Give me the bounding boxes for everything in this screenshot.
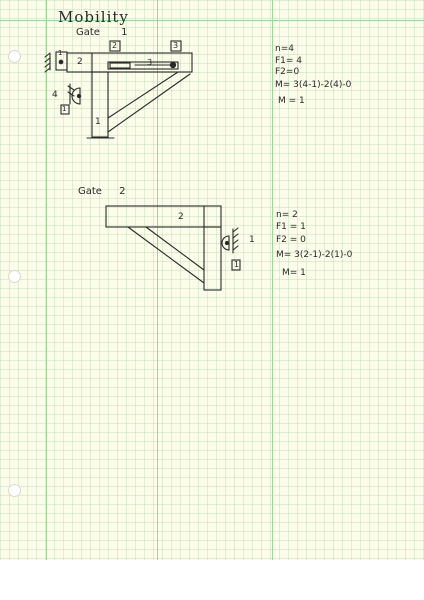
margin-line-center — [157, 0, 158, 560]
gate1-mechanism-sketch — [44, 40, 193, 139]
gate2-eq-m-formula: M= 3(2-1)-2(1)-0 — [276, 250, 353, 260]
page-bottom-margin — [0, 560, 424, 600]
margin-line-right — [272, 0, 273, 560]
gate1-heading: Gate 1 — [76, 27, 128, 38]
gate1-eq-f2: F2=0 — [275, 67, 300, 77]
gate1-eq-m-formula: M= 3(4-1)-2(4)-0 — [275, 80, 352, 90]
header-line — [0, 20, 424, 21]
binder-hole-bottom — [8, 484, 21, 497]
notebook-page: Mobility Gate 1 — [0, 0, 424, 560]
gate2-eq-f2: F2 = 0 — [276, 235, 306, 245]
gate2-heading-word: Gate — [78, 186, 102, 197]
gate1-box-label-2: 2 — [112, 41, 118, 50]
gate1-label-link3-slider: 3 — [147, 58, 153, 67]
page-title: Mobility — [58, 8, 129, 26]
gate2-eq-n: n= 2 — [276, 210, 298, 220]
gate2-heading: Gate 2 — [78, 186, 126, 197]
gate1-box-label-3: 3 — [173, 41, 179, 50]
gate2-mechanism-sketch — [105, 205, 241, 291]
gate2-label-link2: 2 — [178, 212, 184, 222]
gate1-eq-n: n=4 — [275, 44, 294, 54]
gate1-label-joint4: 4 — [52, 90, 58, 100]
binder-hole-top — [8, 50, 21, 63]
gate2-heading-number: 2 — [119, 186, 126, 197]
gate2-box-label-1: 1 — [234, 260, 240, 269]
binder-hole-middle — [8, 270, 21, 283]
gate1-label-link1-small: 1 — [58, 49, 63, 57]
gate1-heading-word: Gate — [76, 27, 100, 38]
gate2-eq-m-result: M= 1 — [282, 268, 306, 278]
gate1-eq-m-result: M = 1 — [278, 96, 305, 106]
gate2-eq-f1: F1 = 1 — [276, 222, 306, 232]
gate2-label-ground: 1 — [249, 235, 255, 245]
gate1-box-label-1: 1 — [62, 105, 67, 113]
gate1-label-link2-bar: 2 — [77, 57, 83, 67]
gate1-heading-number: 1 — [121, 27, 128, 38]
gate1-eq-f1: F1= 4 — [275, 56, 303, 66]
gate1-label-link1-post: 1 — [95, 117, 101, 127]
margin-line-left — [46, 0, 47, 560]
